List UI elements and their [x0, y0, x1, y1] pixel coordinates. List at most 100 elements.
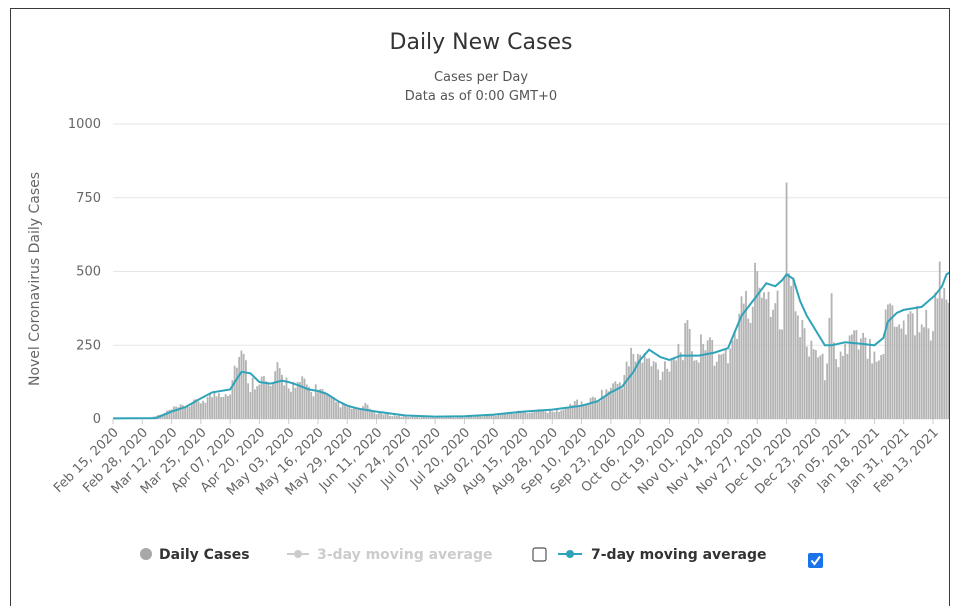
bar[interactable]	[238, 356, 241, 419]
bar[interactable]	[456, 417, 459, 419]
bar[interactable]	[801, 320, 804, 419]
bar[interactable]	[909, 311, 912, 419]
bar[interactable]	[875, 361, 878, 419]
bar[interactable]	[389, 415, 391, 419]
bar[interactable]	[256, 386, 259, 419]
bar[interactable]	[357, 407, 360, 419]
bar[interactable]	[934, 292, 937, 419]
bar[interactable]	[440, 417, 443, 419]
bar[interactable]	[422, 416, 425, 419]
bar[interactable]	[285, 377, 288, 419]
bar[interactable]	[727, 363, 729, 419]
bar[interactable]	[229, 394, 232, 419]
bar[interactable]	[400, 416, 403, 419]
bar[interactable]	[368, 408, 371, 419]
bar[interactable]	[506, 413, 509, 419]
checkbox-7-day-average[interactable]	[808, 553, 823, 568]
bar[interactable]	[384, 413, 387, 419]
bar[interactable]	[555, 409, 558, 419]
bar[interactable]	[871, 363, 874, 419]
bar[interactable]	[350, 408, 353, 419]
bar[interactable]	[636, 353, 639, 419]
bar[interactable]	[393, 415, 396, 419]
bar[interactable]	[359, 409, 362, 419]
bar[interactable]	[202, 400, 205, 419]
bar[interactable]	[560, 410, 563, 419]
bar[interactable]	[684, 323, 687, 419]
bar[interactable]	[792, 277, 795, 419]
bar[interactable]	[603, 397, 605, 419]
legend-item-7-day-average[interactable]: 7-day moving average	[558, 547, 767, 563]
bar[interactable]	[738, 313, 741, 419]
bar[interactable]	[161, 413, 164, 419]
legend-item-daily-cases[interactable]: Daily Cases	[140, 547, 250, 563]
bar[interactable]	[650, 366, 653, 419]
bar[interactable]	[312, 396, 315, 419]
bar[interactable]	[609, 387, 612, 419]
bar[interactable]	[718, 354, 720, 419]
bar[interactable]	[814, 350, 817, 419]
bar[interactable]	[217, 393, 220, 419]
legend-item-3-day-average[interactable]: 3-day moving average	[287, 547, 493, 563]
bar[interactable]	[497, 415, 500, 419]
bar[interactable]	[386, 413, 389, 419]
bar[interactable]	[488, 415, 491, 419]
bar[interactable]	[853, 330, 856, 419]
bar[interactable]	[510, 412, 513, 419]
bar[interactable]	[756, 271, 759, 419]
bar[interactable]	[526, 413, 529, 419]
bar[interactable]	[163, 412, 166, 419]
bar[interactable]	[887, 304, 889, 419]
bar[interactable]	[787, 273, 790, 419]
bar[interactable]	[733, 330, 736, 419]
bar[interactable]	[296, 381, 299, 419]
bar[interactable]	[504, 413, 506, 419]
bar[interactable]	[231, 380, 234, 419]
bar[interactable]	[254, 389, 256, 419]
bar[interactable]	[542, 409, 545, 419]
bar[interactable]	[932, 331, 934, 419]
bar[interactable]	[517, 410, 520, 419]
bar[interactable]	[314, 384, 317, 419]
bar[interactable]	[303, 378, 306, 419]
bar[interactable]	[884, 309, 887, 419]
bar[interactable]	[794, 311, 797, 419]
bar[interactable]	[346, 407, 349, 419]
bar[interactable]	[474, 416, 477, 419]
bar[interactable]	[377, 413, 380, 419]
bar[interactable]	[911, 313, 914, 419]
bar[interactable]	[513, 413, 515, 419]
bar[interactable]	[533, 411, 536, 419]
bar[interactable]	[567, 407, 569, 419]
bar[interactable]	[654, 362, 657, 419]
bar[interactable]	[645, 358, 648, 419]
bar[interactable]	[371, 409, 373, 419]
bar[interactable]	[589, 397, 592, 419]
bar[interactable]	[240, 350, 243, 419]
bar[interactable]	[902, 320, 905, 419]
bar[interactable]	[564, 407, 567, 419]
bar[interactable]	[652, 361, 655, 419]
bar[interactable]	[873, 351, 876, 419]
bar[interactable]	[938, 261, 941, 419]
bar[interactable]	[691, 351, 693, 419]
bar[interactable]	[416, 416, 419, 419]
bar[interactable]	[614, 381, 617, 419]
bar[interactable]	[170, 409, 173, 419]
bar[interactable]	[450, 416, 452, 419]
bar[interactable]	[823, 380, 826, 419]
bar[interactable]	[821, 353, 824, 419]
bar[interactable]	[382, 414, 385, 419]
bar[interactable]	[495, 415, 497, 419]
bar[interactable]	[177, 407, 180, 419]
bar[interactable]	[483, 415, 486, 419]
bar[interactable]	[898, 324, 901, 419]
bar[interactable]	[395, 416, 398, 419]
bar[interactable]	[591, 396, 594, 419]
bar[interactable]	[326, 394, 328, 419]
bar[interactable]	[677, 343, 680, 419]
bar[interactable]	[179, 404, 182, 419]
bar[interactable]	[186, 405, 189, 419]
bar[interactable]	[862, 332, 865, 419]
bar[interactable]	[670, 358, 673, 419]
